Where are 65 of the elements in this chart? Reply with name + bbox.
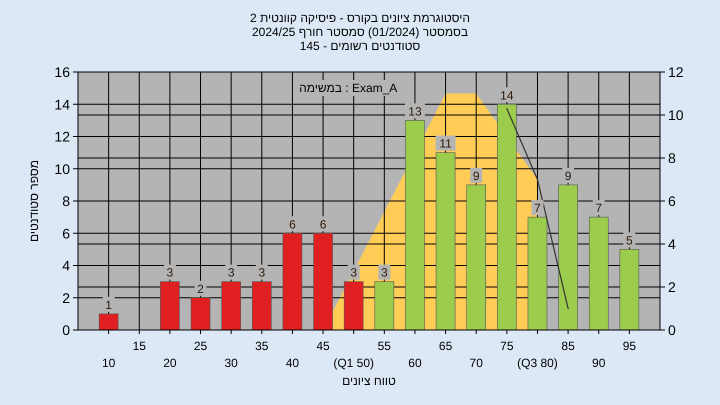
bar [313, 232, 333, 330]
bar [558, 184, 578, 330]
data-label: 2 [197, 282, 204, 296]
data-label: 9 [472, 168, 480, 183]
y-tick-label: 4 [62, 258, 70, 274]
y2-tick-label: 4 [668, 236, 676, 252]
data-label: 5 [626, 233, 634, 248]
bar [405, 120, 425, 330]
x-tick-label: 30 [224, 356, 238, 370]
x-tick-label: (Q1 50) [333, 356, 374, 370]
y-tick-label: 6 [62, 225, 70, 242]
bar [620, 249, 640, 330]
annotation: במשימה : Exam_A [299, 81, 398, 95]
data-label: 3 [166, 266, 174, 280]
x-tick-label: 90 [592, 356, 606, 370]
data-label: 14 [500, 88, 514, 102]
y-tick-label: 16 [54, 64, 70, 80]
x-tick-label: 25 [194, 339, 208, 353]
bar [282, 232, 302, 330]
x-tick-label: 60 [408, 356, 422, 370]
x-tick-label: 65 [438, 339, 453, 353]
data-label: 11 [439, 136, 452, 151]
bar [497, 104, 517, 330]
x-axis-title: טווח ציונים [342, 374, 396, 388]
x-tick-label: 75 [500, 339, 514, 353]
data-label: 6 [289, 217, 296, 232]
data-label: 1 [105, 298, 112, 312]
x-tick-label: 55 [378, 339, 392, 353]
y2-tick-label: 2 [668, 279, 676, 295]
data-label: 9 [564, 168, 572, 183]
bar [98, 314, 118, 330]
x-tick-label: 10 [102, 356, 116, 370]
y-tick-label: 0 [62, 322, 70, 338]
x-tick-label: 45 [316, 339, 330, 353]
y-tick-label: 14 [54, 96, 70, 112]
text: סטודנטים רשומים - 145 [300, 39, 420, 53]
x-tick-label: 40 [286, 356, 300, 370]
y-tick-label: 2 [62, 290, 70, 306]
data-label: 3 [258, 266, 266, 280]
data-label: 7 [534, 201, 542, 216]
x-tick-label: 15 [132, 339, 146, 353]
y2-tick-label: 8 [668, 150, 676, 166]
bar [466, 184, 486, 330]
y-tick-label: 8 [62, 193, 70, 209]
data-label: 13 [408, 104, 422, 118]
y2-tick-label: 6 [668, 193, 676, 209]
x-tick-label: (Q3 80) [517, 356, 558, 370]
x-tick-label: 70 [470, 356, 484, 370]
x-tick-label: 35 [255, 339, 269, 353]
y2-tick-label: 12 [668, 64, 684, 80]
y-tick-label: 10 [54, 160, 70, 177]
y-tick-label: 12 [54, 128, 70, 144]
chart-title: היסטוגרמת ציונים בקורס - פיסיקה קוונטית 2 [250, 11, 470, 25]
data-label: 3 [380, 266, 388, 280]
y-axis-title: מספר סטודנטים [27, 160, 41, 242]
x-tick-label: 95 [622, 339, 636, 353]
y2-tick-label: 10 [668, 107, 684, 123]
data-label: 3 [350, 266, 358, 280]
y2-tick-label: 0 [668, 322, 676, 338]
data-label: 6 [320, 217, 327, 232]
data-label: 3 [228, 266, 235, 280]
data-label: 7 [595, 201, 602, 216]
x-tick-label: 20 [163, 356, 177, 370]
x-tick-label: 85 [561, 339, 576, 353]
chart-subtitle: בסמסטר (01/2024) סמסטר חורף 2024/25 [252, 25, 468, 39]
